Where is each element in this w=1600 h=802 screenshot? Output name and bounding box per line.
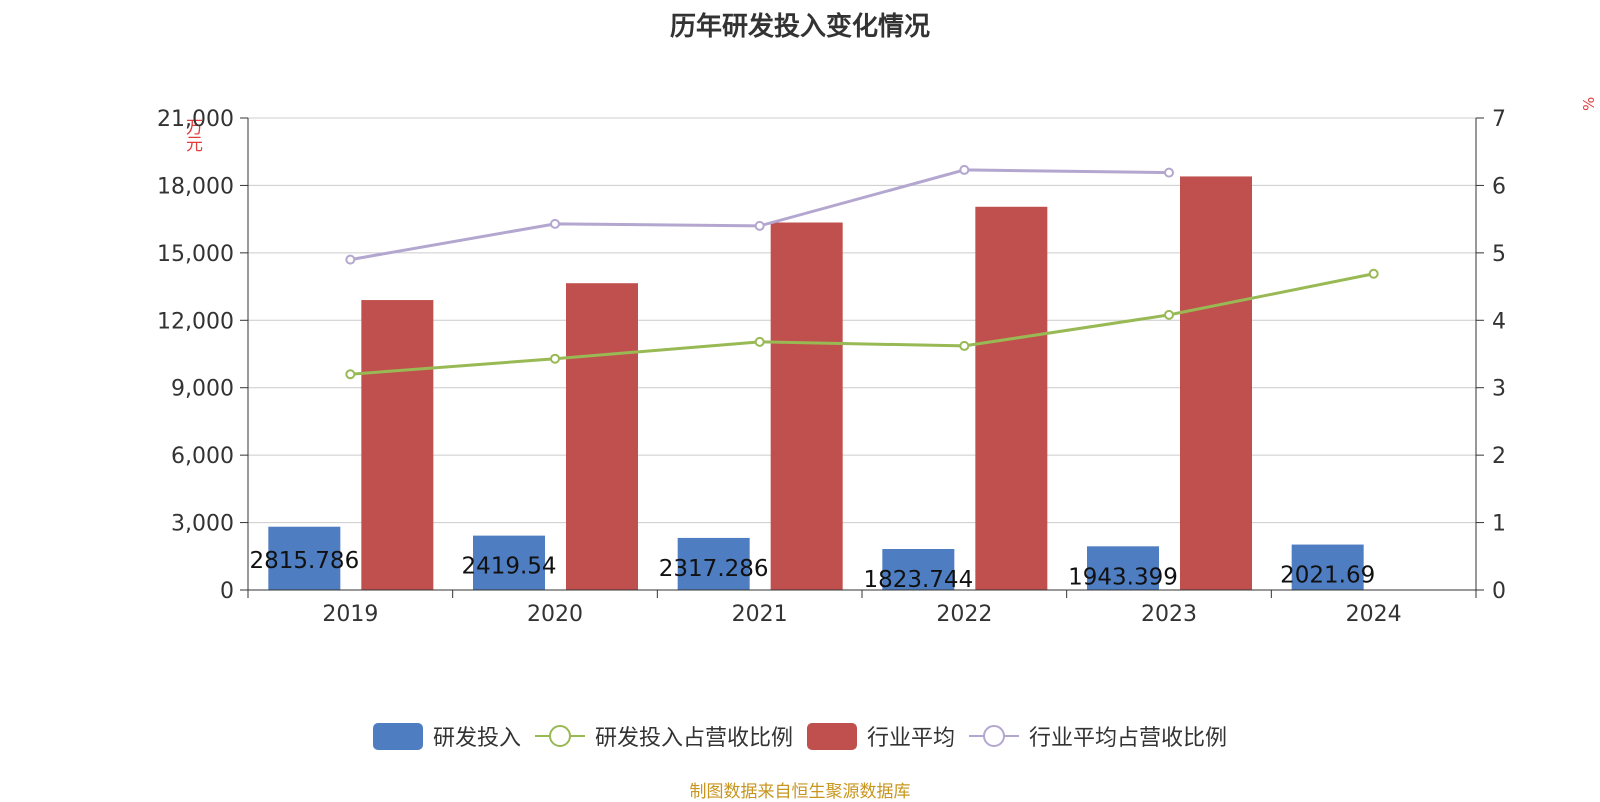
y-left-tick-label: 3,000: [171, 512, 234, 537]
chart-title: 历年研发投入变化情况: [669, 12, 930, 42]
y-left-tick-label: 21,000: [157, 107, 234, 132]
x-tick-label: 2022: [936, 602, 992, 627]
y-right-tick-label: 0: [1492, 579, 1506, 604]
x-tick-label: 2021: [732, 602, 788, 627]
legend-label-industry-ratio: 行业平均占营收比例: [1029, 726, 1228, 751]
legend-item-industry-ratio[interactable]: 行业平均占营收比例: [969, 720, 1227, 752]
data-label-rd-investment: 1943.399: [1068, 564, 1178, 590]
line-rd-ratio: [350, 272, 1374, 376]
y-left-tick-label: 9,000: [171, 377, 234, 402]
y-left-tick-label: 12,000: [157, 309, 234, 334]
line-rd-ratio-point: [1164, 309, 1174, 320]
data-label-rd-investment: 2317.286: [659, 556, 769, 582]
y-right-tick-label: 1: [1492, 512, 1506, 537]
x-tick-label: 2019: [322, 602, 378, 627]
y-right-tick-label: 5: [1492, 242, 1506, 267]
bar-industry-average: [770, 222, 843, 590]
line-industry-ratio-point: [345, 254, 356, 265]
data-label-rd-investment: 2815.786: [249, 548, 359, 574]
bar-industry-average: [975, 206, 1048, 590]
legend-item-rd-investment[interactable]: 研发投入: [372, 720, 521, 752]
line-industry-ratio-point: [550, 218, 560, 229]
bar-rd-investment: [473, 535, 545, 590]
line-rd-ratio-point: [1368, 268, 1379, 279]
line-rd-ratio-point: [754, 336, 765, 347]
chart-legend: 研发投入 研发投入占营收比例 行业平均 行业平均占营收比例: [0, 720, 1600, 752]
y-right-tick-label: 3: [1492, 377, 1506, 402]
data-label-rd-investment: 1823.744: [863, 567, 973, 593]
line-industry-ratio-point: [959, 164, 970, 175]
legend-label-rd-investment: 研发投入: [432, 726, 521, 751]
y-right-tick-label: 2: [1492, 444, 1506, 469]
bar-rd-investment: [1291, 544, 1364, 590]
left-axis-unit: 万元: [182, 118, 202, 152]
data-label-rd-investment: 2419.54: [461, 554, 556, 580]
line-industry-ratio-point: [754, 220, 765, 231]
bar-industry-average: [566, 283, 638, 590]
source-note: 制图数据来自恒生聚源数据库: [689, 782, 911, 802]
y-right-tick-label: 6: [1492, 174, 1506, 199]
y-left-tick-label: 0: [220, 579, 234, 604]
y-left-tick-label: 15,000: [157, 242, 234, 267]
legend-label-industry-average: 行业平均: [867, 726, 956, 751]
line-rd-ratio-point: [345, 369, 356, 380]
legend-swatch-industry-average: [807, 722, 857, 750]
bar-industry-average: [1180, 176, 1252, 590]
bar-rd-investment: [268, 526, 341, 590]
bar-rd-investment: [1087, 546, 1159, 590]
legend-item-industry-average[interactable]: 行业平均: [807, 720, 955, 752]
x-tick-label: 2020: [527, 602, 583, 627]
line-industry-ratio-point: [1164, 167, 1174, 178]
data-label-rd-investment: 2021.69: [1280, 563, 1375, 589]
x-tick-label: 2023: [1141, 602, 1197, 627]
bar-industry-average: [361, 300, 434, 590]
y-right-tick-label: 7: [1492, 107, 1506, 132]
legend-swatch-rd-ratio: [534, 725, 585, 747]
legend-swatch-rd-investment: [372, 722, 423, 750]
legend-label-rd-ratio: 研发投入占营收比例: [594, 726, 793, 751]
y-left-tick-label: 18,000: [157, 174, 234, 199]
x-tick-label: 2024: [1346, 602, 1402, 627]
y-right-tick-label: 4: [1492, 309, 1506, 334]
y-left-tick-label: 6,000: [171, 444, 234, 469]
line-rd-ratio-point: [550, 353, 560, 364]
legend-item-rd-ratio[interactable]: 研发投入占营收比例: [534, 720, 793, 752]
bar-rd-investment: [677, 537, 750, 590]
line-rd-ratio-point: [959, 340, 970, 351]
legend-swatch-industry-ratio: [969, 725, 1020, 747]
bar-rd-investment: [882, 549, 955, 590]
